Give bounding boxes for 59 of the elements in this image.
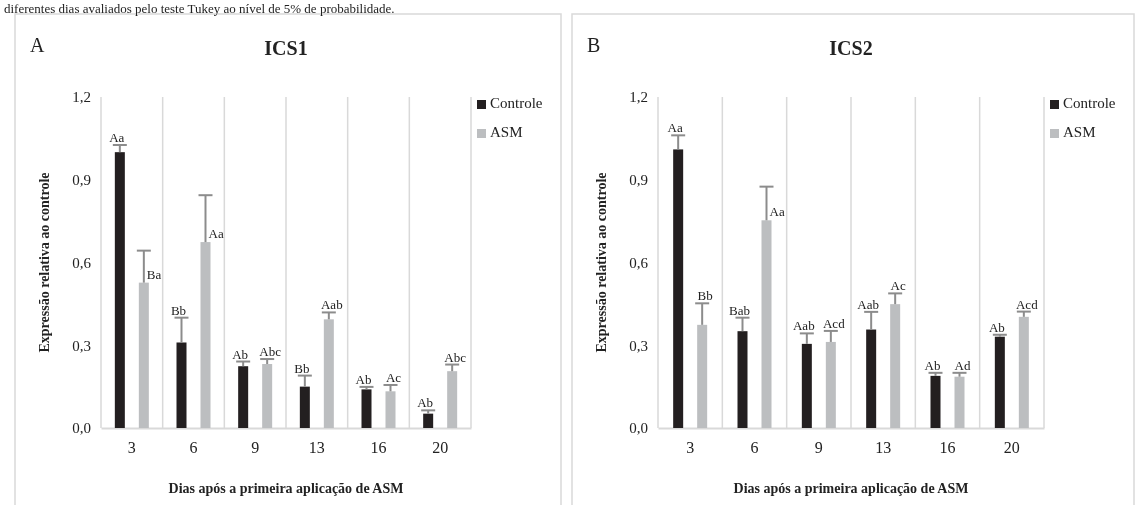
data-label: Aa: [667, 120, 683, 136]
y-tick-label: 0,6: [72, 254, 92, 271]
legend-label: Controle: [1063, 95, 1116, 112]
x-axis-title: Dias após a primeira aplicação de ASM: [168, 481, 404, 496]
legend-label: Controle: [490, 95, 543, 112]
y-tick-label: 0,9: [629, 172, 648, 189]
y-tick-label: 0,0: [629, 420, 648, 437]
chart-title: ICS2: [829, 37, 873, 59]
data-label: Aa: [109, 129, 125, 145]
x-tick-label: 3: [686, 439, 695, 457]
data-label: Aa: [769, 204, 785, 220]
text: diferentes dias avaliados pelo teste Tukey ao nível de 5% de probabilidade.: [4, 0, 395, 16]
data-label: Bab: [729, 302, 750, 318]
data-label: Bb: [697, 288, 713, 304]
data-label: Acd: [823, 315, 846, 331]
data-label: Aab: [793, 318, 815, 334]
x-tick-label: 16: [939, 439, 956, 457]
data-label: Ab: [988, 319, 1005, 335]
x-tick-label: 20: [1003, 439, 1020, 457]
x-tick-label: 13: [875, 439, 892, 457]
legend-label: ASM: [490, 124, 523, 141]
y-tick-label: 0,3: [629, 337, 648, 354]
text: B: [587, 34, 601, 56]
data-label: Ba: [146, 266, 162, 282]
y-tick-label: 1,2: [72, 89, 91, 106]
y-tick-label: 0,9: [72, 172, 91, 189]
data-label: Aab: [321, 297, 343, 313]
data-label: Bb: [294, 360, 310, 376]
x-tick-label: 3: [127, 439, 136, 457]
y-tick-label: 0,6: [629, 254, 649, 271]
x-tick-label: 13: [308, 439, 325, 457]
chart-title: ICS1: [264, 37, 308, 59]
y-tick-label: 1,2: [629, 89, 648, 106]
data-label: Ad: [954, 357, 971, 373]
x-axis-title: Dias após a primeira aplicação de ASM: [733, 481, 969, 496]
x-tick-label: 20: [432, 439, 449, 457]
y-axis-title: Expressão relativa ao controle: [594, 172, 609, 353]
data-label: Ab: [417, 395, 434, 411]
data-label: Bb: [170, 302, 187, 318]
data-label: Ab: [924, 357, 941, 373]
legend-label: ASM: [1063, 124, 1096, 141]
data-label: Ab: [355, 371, 372, 387]
text: A: [30, 34, 45, 56]
data-label: Aab: [857, 296, 879, 312]
data-label: Abc: [259, 344, 282, 360]
data-label: Ac: [890, 278, 906, 294]
data-label: Acd: [1016, 296, 1039, 312]
data-label: Ab: [232, 346, 249, 362]
data-label: Abc: [444, 349, 467, 365]
y-tick-label: 0,0: [72, 420, 91, 437]
data-label: Ac: [385, 369, 402, 385]
x-tick-label: 6: [189, 439, 198, 457]
y-axis-title: Expressão relativa ao controle: [37, 172, 52, 353]
y-tick-label: 0,3: [72, 337, 91, 354]
data-label: Aa: [208, 226, 224, 242]
x-tick-label: 9: [251, 439, 260, 457]
x-tick-label: 9: [814, 439, 823, 457]
x-tick-label: 16: [370, 439, 387, 457]
x-tick-label: 6: [750, 439, 759, 457]
